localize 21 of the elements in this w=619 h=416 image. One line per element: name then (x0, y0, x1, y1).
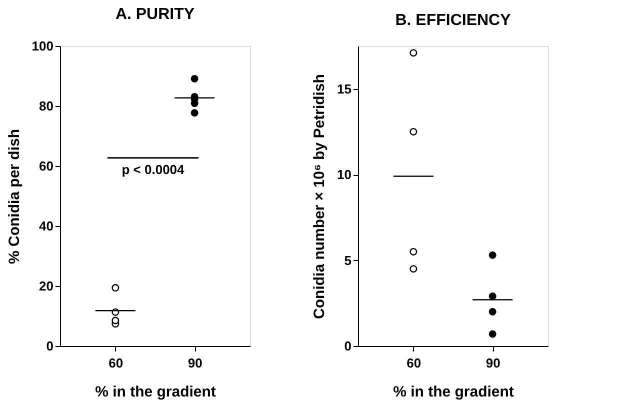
y-axis-title: % Conidia per dish (6, 128, 23, 264)
chart-title: B. EFFICIENCY (395, 12, 512, 29)
annotation: p < 0.0004 (122, 162, 186, 177)
x-tick-label: 60 (406, 356, 422, 370)
y-axis-title: Conidia number × 10⁶ by Petridish (311, 74, 328, 319)
x-tick-label: 60 (108, 356, 124, 370)
y-tick-label: 60 (39, 158, 54, 174)
x-axis-title: % in the gradient (95, 384, 216, 400)
y-tick-label: 20 (39, 278, 54, 294)
y-tick-label: 15 (337, 81, 352, 96)
chart-title: A. PURITY (115, 6, 195, 23)
x-axis-title: % in the gradient (393, 384, 514, 400)
y-tick-label: 100 (32, 38, 54, 54)
y-tick-label: 5 (344, 252, 352, 268)
y-tick-label: 40 (39, 218, 54, 234)
y-tick-label: 0 (344, 338, 352, 354)
y-tick-label: 0 (46, 338, 54, 354)
x-tick-label: 90 (486, 356, 500, 370)
y-tick-label: 80 (39, 98, 54, 114)
y-tick-label: 10 (337, 167, 352, 182)
x-tick-label: 90 (188, 356, 202, 370)
